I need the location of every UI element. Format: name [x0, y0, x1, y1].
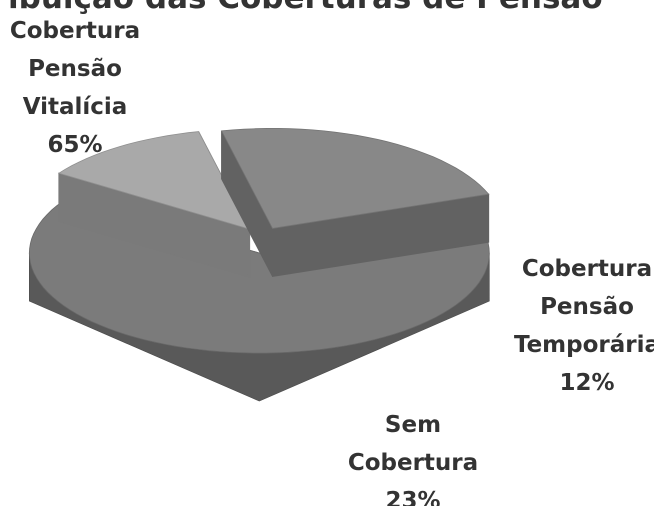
- chart-title: ibuição das Coberturas de Pensão: [8, 0, 603, 16]
- slice-label: Sem Cobertura: [347, 412, 479, 476]
- slice: [57, 131, 251, 230]
- slice-label: Cobertura Pensão Temporária: [513, 256, 654, 358]
- slice-label: Cobertura Pensão Vitalícia: [9, 18, 141, 120]
- value-label: 12%: [559, 370, 615, 396]
- value-label: 65%: [47, 132, 103, 158]
- slice: [220, 128, 490, 229]
- value-label: 23%: [385, 488, 441, 506]
